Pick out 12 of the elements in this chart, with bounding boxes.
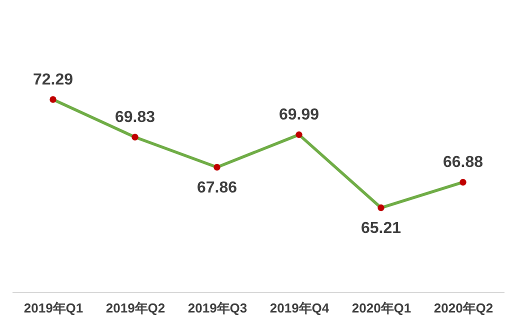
data-label: 65.21 xyxy=(360,220,402,237)
data-label: 69.99 xyxy=(278,106,320,124)
data-label: 69.83 xyxy=(114,109,156,126)
x-tick-label: 2019年Q3 xyxy=(188,300,248,316)
x-tick-label: 2019年Q4 xyxy=(270,300,330,316)
x-tick-label: 2020年Q2 xyxy=(434,300,494,316)
data-label: 72.29 xyxy=(32,72,74,89)
x-tick-label: 2019年Q1 xyxy=(24,300,84,316)
data-label: 67.86 xyxy=(196,179,238,196)
x-tick-label: 2019年Q2 xyxy=(106,300,166,316)
x-tick-label: 2020年Q1 xyxy=(352,300,412,316)
data-label: 66.88 xyxy=(442,154,484,172)
